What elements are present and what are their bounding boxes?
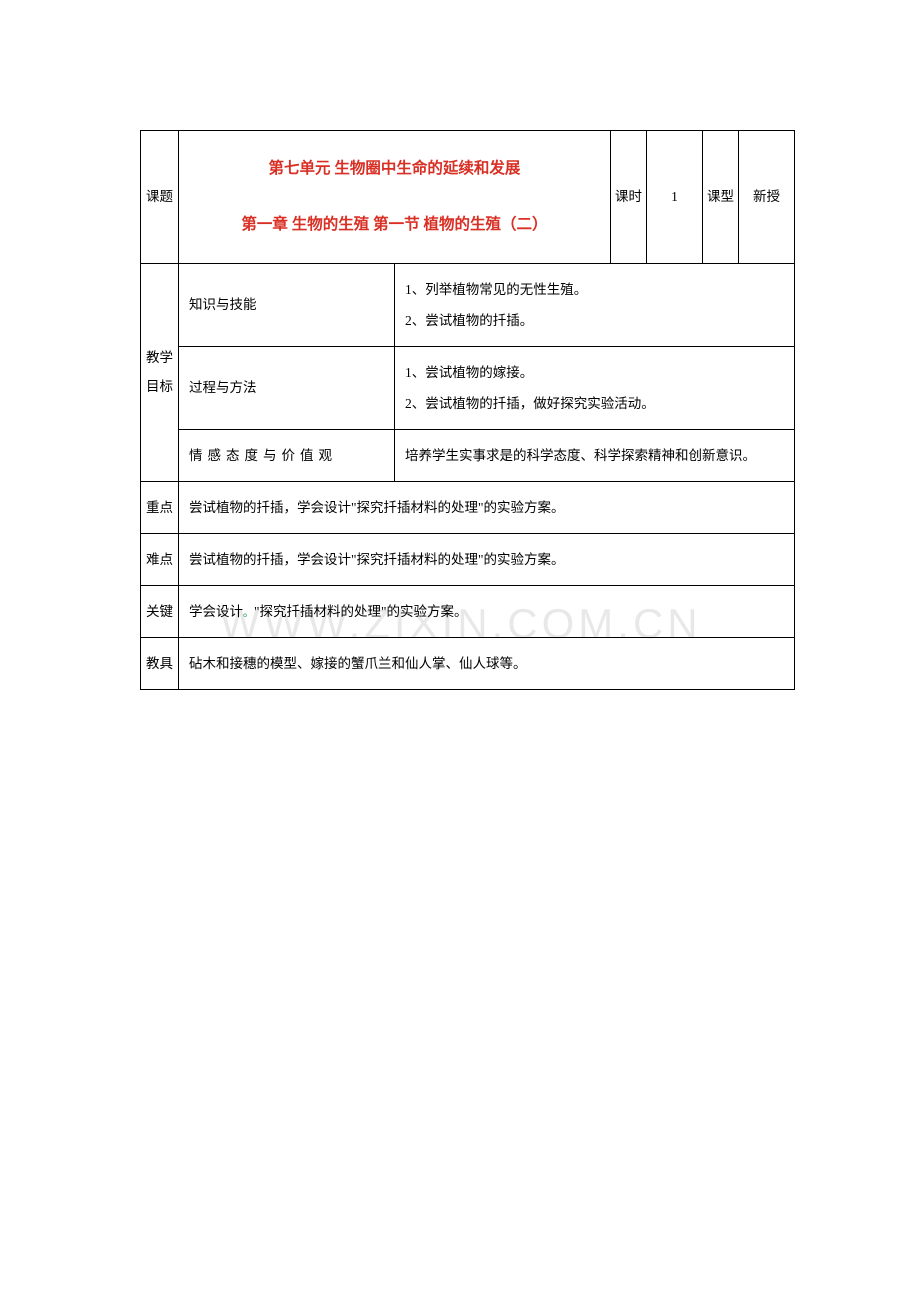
unit-title: 第七单元 生物圈中生命的延续和发展 [187,141,602,197]
type-label: 课型 [703,131,739,264]
obj-category-2: 情感态度与价值观 [179,429,395,481]
keypoint-content: 尝试植物的扦插，学会设计"探究扦插材料的处理"的实验方案。 [179,481,795,533]
green-bracket-icon: 。 [243,607,254,619]
obj-category-1: 过程与方法 [179,346,395,429]
key-content: 学会设计。"探究扦插材料的处理"的实验方案。 [179,585,795,637]
key-label: 关键 [141,585,179,637]
lesson-plan-table: 课题 第七单元 生物圈中生命的延续和发展 第一章 生物的生殖 第一节 植物的生殖… [140,130,795,690]
objectives-label: 教学目标 [141,263,179,481]
period-label: 课时 [611,131,647,264]
tools-label: 教具 [141,637,179,689]
obj-content-2: 培养学生实事求是的科学态度、科学探索精神和创新意识。 [395,429,795,481]
key-before: 学会设计 [189,604,243,619]
title-cell: 第七单元 生物圈中生命的延续和发展 第一章 生物的生殖 第一节 植物的生殖（二） [179,131,611,264]
period-value: 1 [647,131,703,264]
difficulty-content: 尝试植物的扦插，学会设计"探究扦插材料的处理"的实验方案。 [179,533,795,585]
topic-label: 课题 [141,131,179,264]
tools-content: 砧木和接穗的模型、嫁接的蟹爪兰和仙人掌、仙人球等。 [179,637,795,689]
obj-content-1: 1、尝试植物的嫁接。 2、尝试植物的扦插，做好探究实验活动。 [395,346,795,429]
type-value: 新授 [739,131,795,264]
key-after: "探究扦插材料的处理"的实验方案。 [254,604,468,619]
keypoint-label: 重点 [141,481,179,533]
chapter-title: 第一章 生物的生殖 第一节 植物的生殖（二） [187,197,602,253]
obj-content-0: 1、列举植物常见的无性生殖。 2、尝试植物的扦插。 [395,263,795,346]
difficulty-label: 难点 [141,533,179,585]
obj-category-0: 知识与技能 [179,263,395,346]
